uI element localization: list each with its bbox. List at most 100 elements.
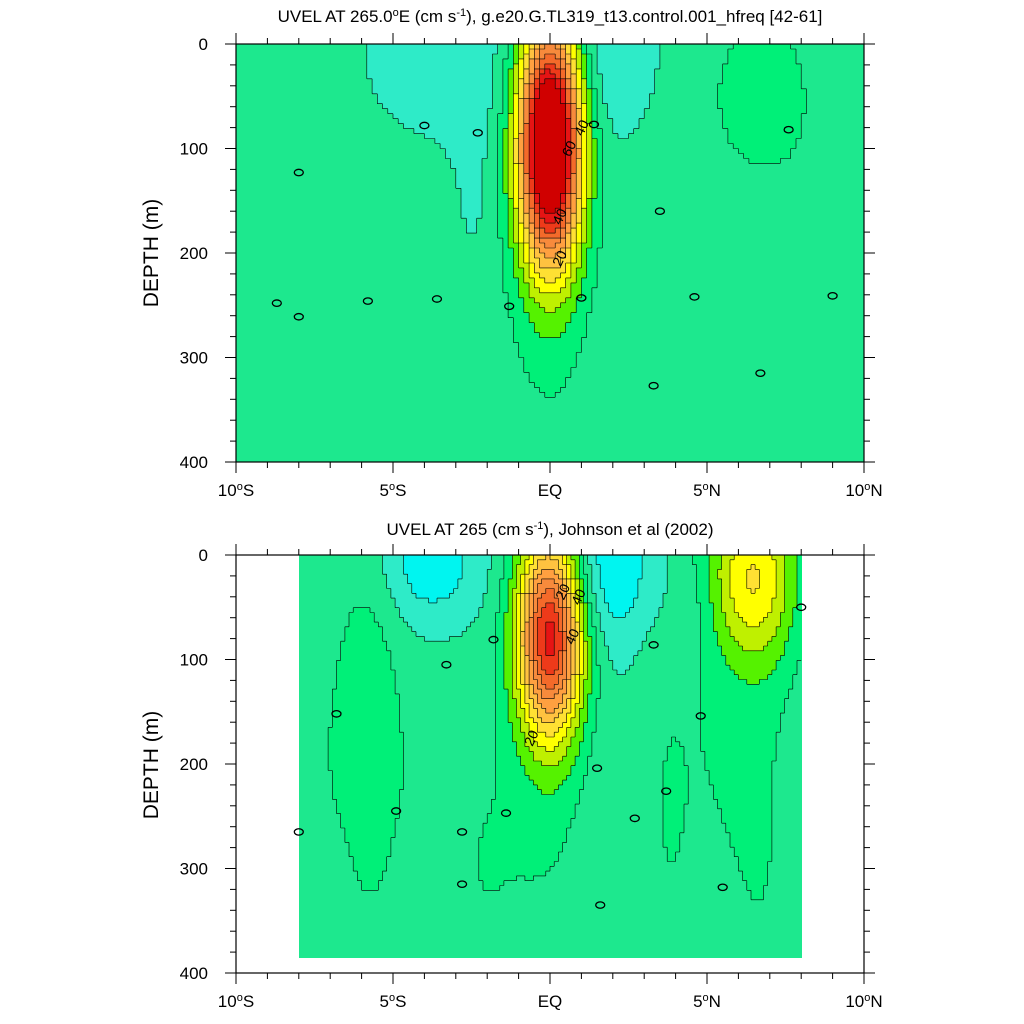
contour-cell: [508, 123, 514, 130]
contour-cell: [570, 818, 664, 824]
contour-cell: [516, 583, 522, 590]
contour-cell: [534, 267, 567, 274]
contour-cell: [587, 650, 593, 657]
contour-cell: [520, 602, 526, 609]
contour-cell: [575, 641, 580, 647]
contour-cell: [344, 626, 384, 633]
contour-cell: [298, 626, 346, 633]
contour-cell: [518, 153, 525, 160]
contour-cell: [390, 588, 413, 594]
contour-cell: [413, 128, 488, 135]
contour-cell: [583, 636, 593, 642]
contour-cell: [520, 698, 526, 705]
contour-cell: [298, 713, 333, 719]
contour-cell: [512, 598, 518, 604]
contour-cell: [704, 756, 777, 762]
contour-cell: [562, 669, 568, 676]
contour-cell: [236, 238, 504, 244]
contour-cell: [518, 78, 525, 85]
contour-cell: [591, 193, 598, 199]
contour-label-zero: [827, 291, 838, 300]
contour-cell: [523, 128, 530, 135]
contour-cell: [533, 622, 539, 628]
contour-cell: [236, 397, 865, 403]
contour-cell: [587, 660, 593, 666]
contour-cell: [797, 583, 802, 590]
contour-cell: [565, 123, 572, 130]
contour-cell: [523, 218, 530, 224]
contour-cell: [587, 578, 593, 585]
contour-cell: [649, 103, 719, 110]
contour-cell: [399, 727, 497, 733]
contour-cell: [575, 578, 580, 585]
contour-cell: [596, 555, 643, 561]
contour-cell: [566, 684, 572, 690]
contour-cell: [518, 83, 525, 90]
contour-cell: [579, 674, 589, 681]
contour-cell: [562, 617, 568, 623]
contour-cell: [533, 660, 539, 666]
contour-cell: [566, 679, 572, 685]
contour-cell: [586, 73, 593, 80]
contour-label-zero: [456, 880, 468, 889]
contour-cell: [424, 636, 451, 642]
contour-cell: [566, 832, 664, 839]
contour-cell: [579, 789, 664, 796]
contour-cell: [570, 128, 577, 135]
contour-cell: [298, 655, 342, 661]
contour-cell: [332, 784, 405, 791]
contour-cell: [491, 808, 576, 815]
contour-cell: [236, 48, 368, 55]
contour-cell: [576, 277, 582, 284]
contour-cell: [512, 655, 518, 661]
contour-cell: [583, 775, 664, 781]
contour-cell: [518, 143, 525, 150]
contour-cell: [683, 823, 727, 829]
contour-cell: [516, 708, 526, 714]
contour-cell: [516, 669, 522, 676]
contour-cell: [759, 622, 781, 628]
contour-cell: [591, 53, 598, 60]
contour-cell: [512, 636, 518, 642]
contour-cell: [565, 58, 572, 65]
contour-cell: [298, 847, 350, 853]
contour-cell: [558, 650, 564, 657]
contour-cell: [579, 612, 585, 618]
contour-cell: [236, 427, 865, 433]
contour-cell: [236, 357, 525, 364]
contour-cell: [776, 660, 798, 666]
contour-cell: [700, 660, 727, 666]
contour-cell: [586, 262, 598, 269]
contour-cell: [520, 555, 530, 561]
contour-cell: [575, 646, 580, 652]
contour-cell: [298, 583, 388, 590]
contour-cell: [503, 626, 513, 633]
contour-cell: [597, 178, 603, 184]
contour-cell: [537, 602, 547, 609]
contour-cell: [508, 228, 514, 234]
contour-cell: [534, 282, 567, 289]
contour-cell: [395, 832, 484, 839]
contour-cell: [750, 588, 756, 594]
contour-cell: [513, 118, 520, 125]
contour-cell: [591, 143, 598, 150]
contour-cell: [570, 684, 576, 690]
contour-cell: [298, 602, 396, 609]
contour-cell: [544, 78, 556, 85]
contour-cell: [602, 143, 734, 150]
contour-cell: [570, 58, 577, 65]
contour-cell: [560, 257, 572, 264]
contour-cell: [792, 684, 802, 690]
contour-cell: [298, 684, 338, 690]
contour-cell: [570, 372, 865, 379]
contour-cell: [597, 113, 609, 120]
contour-cell: [570, 88, 577, 95]
contour-cell: [581, 178, 588, 184]
contour-cell: [502, 153, 509, 160]
contour-cell: [382, 564, 405, 570]
contour-label-zero: [419, 121, 430, 130]
contour-cell: [518, 68, 525, 75]
contour-cell: [461, 213, 483, 219]
contour-cell: [512, 665, 518, 671]
contour-cell: [476, 228, 499, 234]
